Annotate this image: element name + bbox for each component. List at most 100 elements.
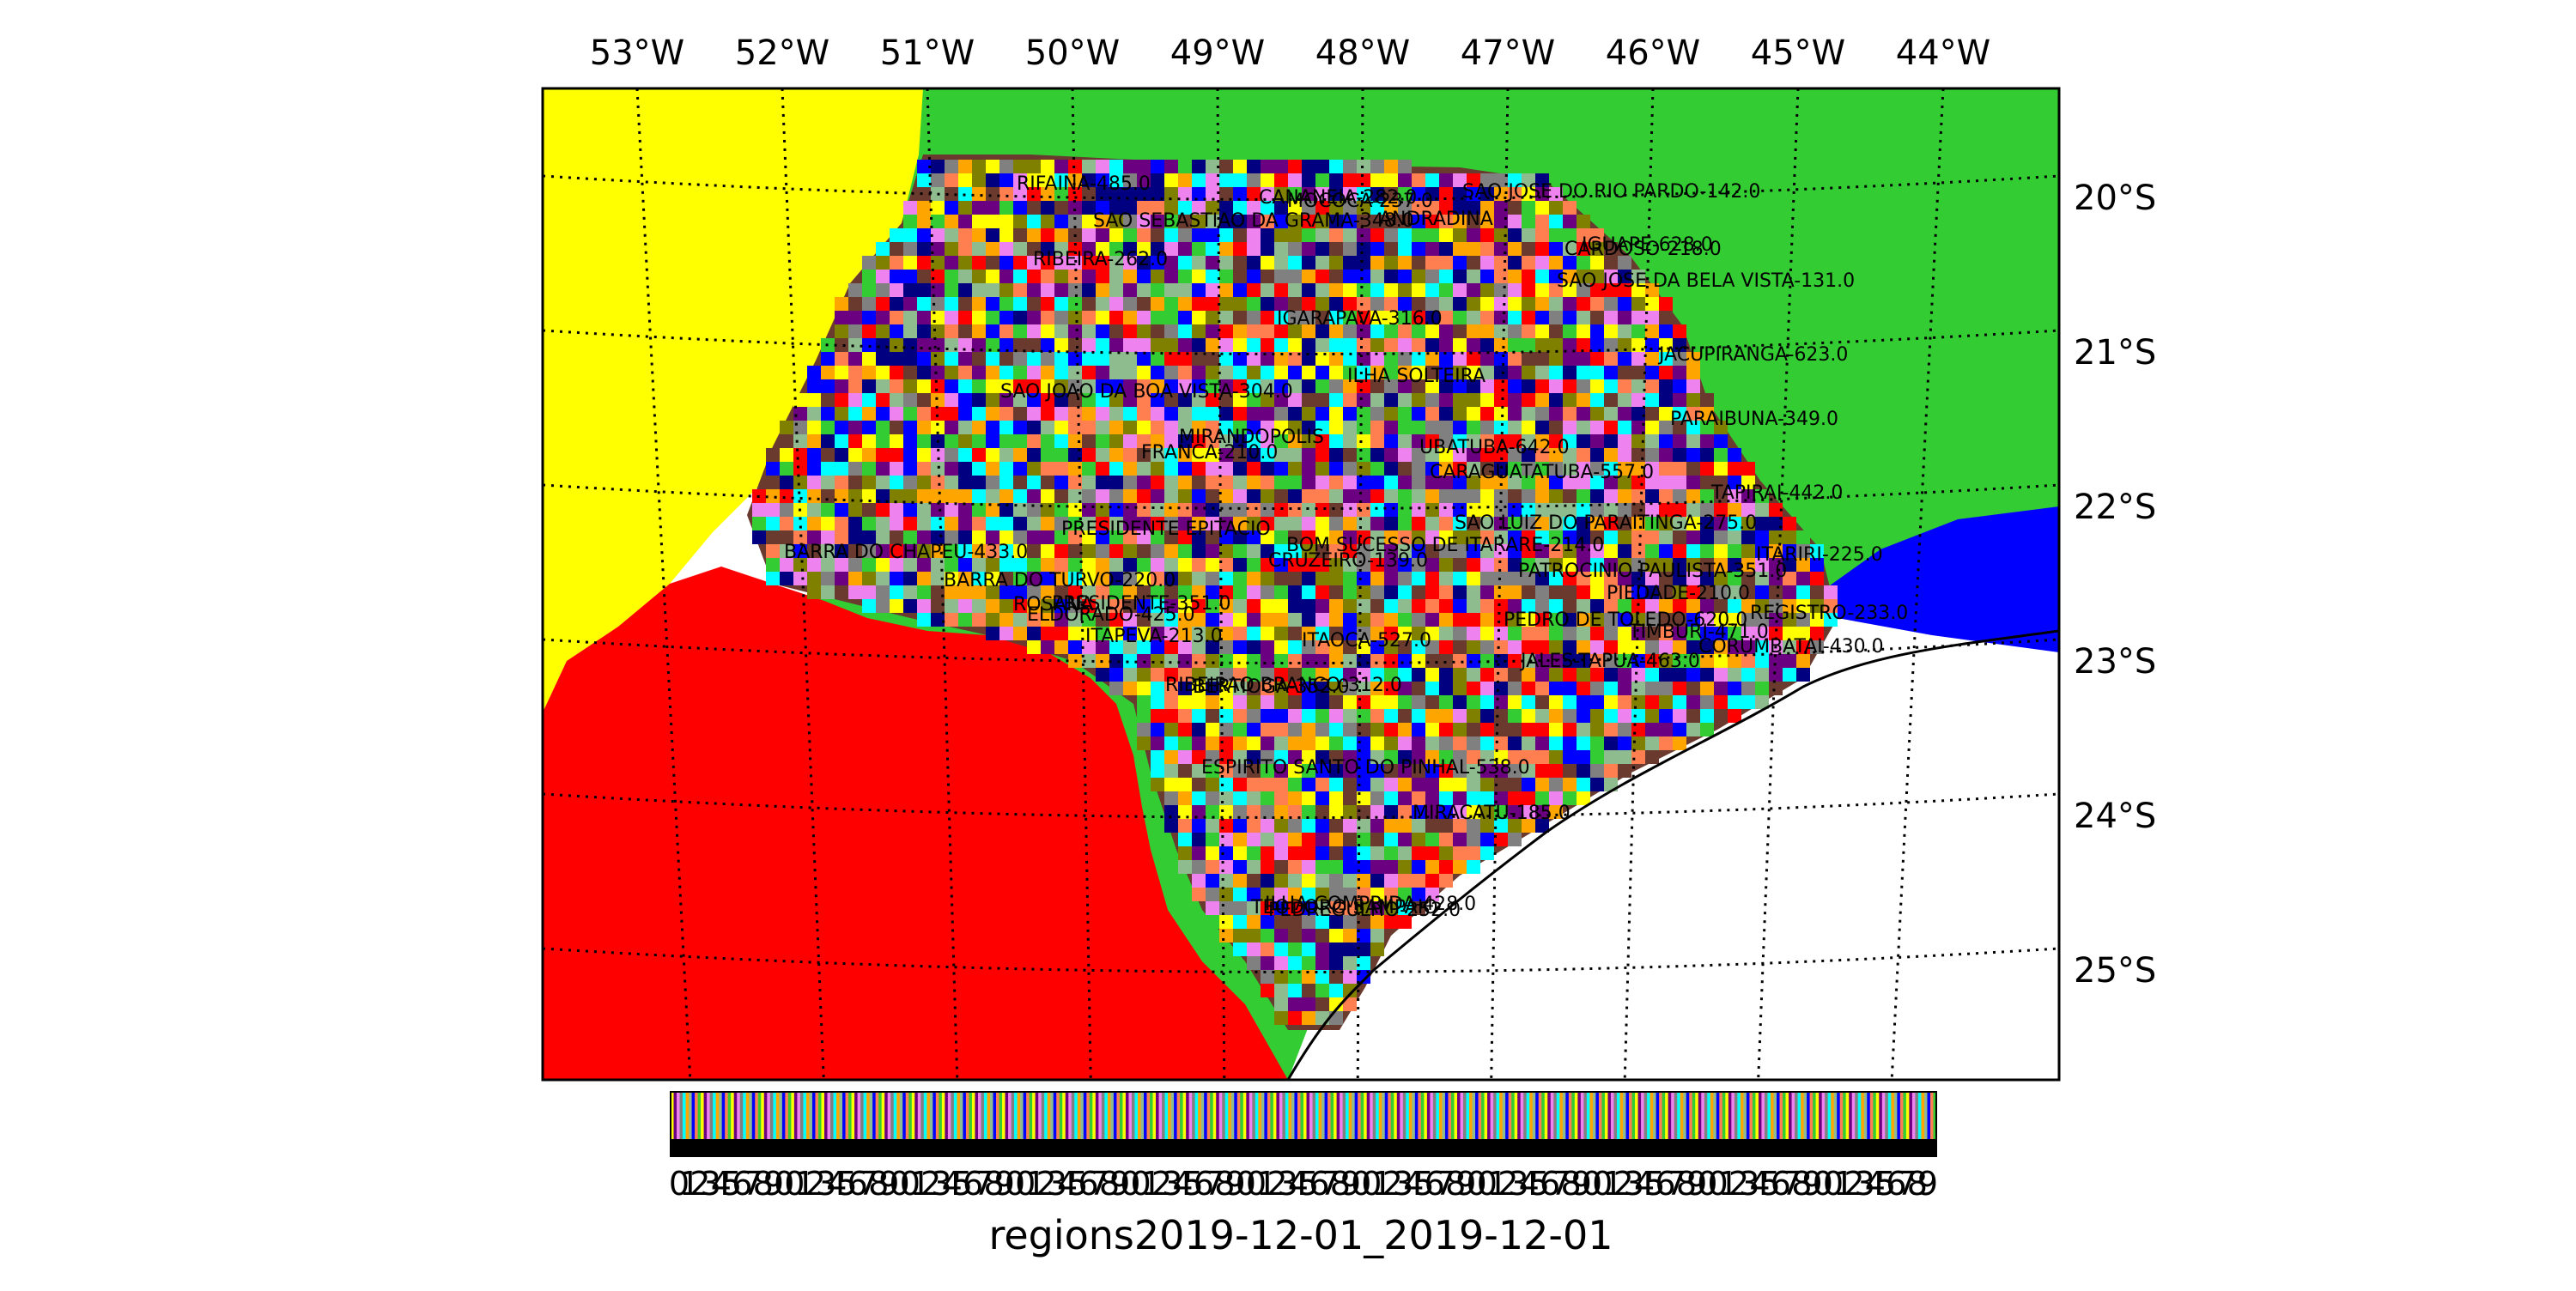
mosaic-cell	[1439, 283, 1453, 297]
mosaic-cell	[1288, 942, 1302, 956]
colorbar-stripe	[1649, 1092, 1654, 1139]
mosaic-cell	[986, 379, 999, 393]
mosaic-cell	[903, 476, 917, 489]
mosaic-cell	[1247, 242, 1261, 256]
mosaic-cell	[1357, 215, 1370, 228]
mosaic-cell	[1247, 572, 1261, 585]
mosaic-cell	[986, 366, 999, 379]
mosaic-cell	[1535, 668, 1549, 682]
mosaic-cell	[1535, 709, 1549, 723]
mosaic-cell	[1535, 599, 1549, 613]
mosaic-cell	[1618, 544, 1631, 558]
longitude-tick-label: 50°W	[1025, 33, 1120, 73]
mosaic-cell	[1535, 750, 1549, 764]
mosaic-cell	[835, 585, 848, 599]
mosaic-cell	[1315, 366, 1329, 379]
mosaic-cell	[1219, 558, 1233, 572]
mosaic-cell	[1247, 352, 1261, 366]
colorbar-stripe	[1442, 1092, 1446, 1139]
colorbar-stripe	[761, 1092, 765, 1139]
mosaic-cell	[1645, 503, 1659, 517]
colorbar-stripe	[1017, 1092, 1021, 1139]
mosaic-cell	[1274, 833, 1288, 846]
mosaic-cell	[1247, 942, 1261, 956]
mosaic-cell	[1480, 585, 1494, 599]
mosaic-cell	[1384, 640, 1398, 654]
mosaic-cell	[1453, 448, 1467, 462]
colorbar-stripe	[1406, 1092, 1410, 1139]
mosaic-cell	[1535, 572, 1549, 585]
mosaic-cell	[1522, 627, 1535, 640]
colorbar-stripe	[1777, 1092, 1781, 1139]
mosaic-cell	[1522, 640, 1535, 654]
mosaic-cell	[1013, 530, 1027, 544]
mosaic-cell	[958, 215, 972, 228]
mosaic-cell	[821, 462, 835, 476]
mosaic-cell	[1178, 833, 1192, 846]
mosaic-cell	[1302, 819, 1315, 833]
mosaic-cell	[1659, 599, 1673, 613]
mosaic-cell	[1013, 338, 1027, 352]
mosaic-cell	[1659, 311, 1673, 324]
mosaic-cell	[1563, 434, 1577, 448]
mosaic-cell	[1549, 558, 1563, 572]
mosaic-cell	[1590, 544, 1604, 558]
mosaic-cell	[1068, 640, 1082, 654]
mosaic-cell	[1123, 503, 1137, 517]
mosaic-cell	[1590, 695, 1604, 709]
mosaic-cell	[1535, 764, 1549, 778]
mosaic-cell	[1206, 228, 1219, 242]
mosaic-cell	[1178, 489, 1192, 503]
mosaic-cell	[986, 530, 999, 544]
mosaic-cell	[1398, 627, 1412, 640]
mosaic-cell	[1261, 833, 1274, 846]
mosaic-cell	[1261, 366, 1274, 379]
mosaic-cell	[1357, 640, 1370, 654]
mosaic-cell	[835, 476, 848, 489]
mosaic-cell	[1343, 379, 1357, 393]
colorbar-stripe	[1306, 1092, 1310, 1139]
mosaic-cell	[1604, 352, 1618, 366]
mosaic-cell	[1645, 462, 1659, 476]
colorbar-stripe	[1553, 1092, 1558, 1139]
mosaic-cell	[1274, 201, 1288, 215]
mosaic-cell	[1096, 434, 1109, 448]
mosaic-cell	[1439, 613, 1453, 627]
mosaic-cell	[1164, 778, 1178, 791]
mosaic-cell	[1233, 173, 1247, 187]
mosaic-cell	[1439, 572, 1453, 585]
mosaic-cell	[1109, 654, 1123, 668]
colorbar-stripe	[1089, 1092, 1093, 1139]
mosaic-cell	[1604, 421, 1618, 434]
mosaic-cell	[1618, 517, 1631, 530]
mosaic-cell	[1315, 997, 1329, 1011]
mosaic-cell	[1164, 613, 1178, 627]
mosaic-cell	[903, 558, 917, 572]
mosaic-cell	[848, 476, 862, 489]
mosaic-cell	[1659, 352, 1673, 366]
mosaic-cell	[1109, 627, 1123, 640]
mosaic-cell	[848, 544, 862, 558]
mosaic-cell	[1082, 448, 1096, 462]
mosaic-cell	[945, 476, 958, 489]
mosaic-cell	[807, 421, 821, 434]
mosaic-cell	[1535, 489, 1549, 503]
mosaic-cell	[1618, 530, 1631, 544]
colorbar-stripe	[1604, 1092, 1608, 1139]
mosaic-cell	[945, 201, 958, 215]
mosaic-cell	[1164, 270, 1178, 283]
mosaic-cell	[1673, 421, 1686, 434]
mosaic-cell	[1206, 709, 1219, 723]
mosaic-cell	[1796, 668, 1810, 682]
mosaic-cell	[1384, 778, 1398, 791]
mosaic-cell	[890, 393, 903, 407]
mosaic-cell	[1041, 215, 1054, 228]
colorbar-stripe	[713, 1092, 717, 1139]
mosaic-cell	[931, 324, 945, 338]
colorbar-stripe	[1659, 1092, 1663, 1139]
colorbar-stripe	[1613, 1092, 1618, 1139]
mosaic-cell	[862, 338, 876, 352]
mosaic-cell	[1096, 489, 1109, 503]
colorbar-stripe	[1819, 1092, 1823, 1139]
mosaic-cell	[1384, 736, 1398, 750]
